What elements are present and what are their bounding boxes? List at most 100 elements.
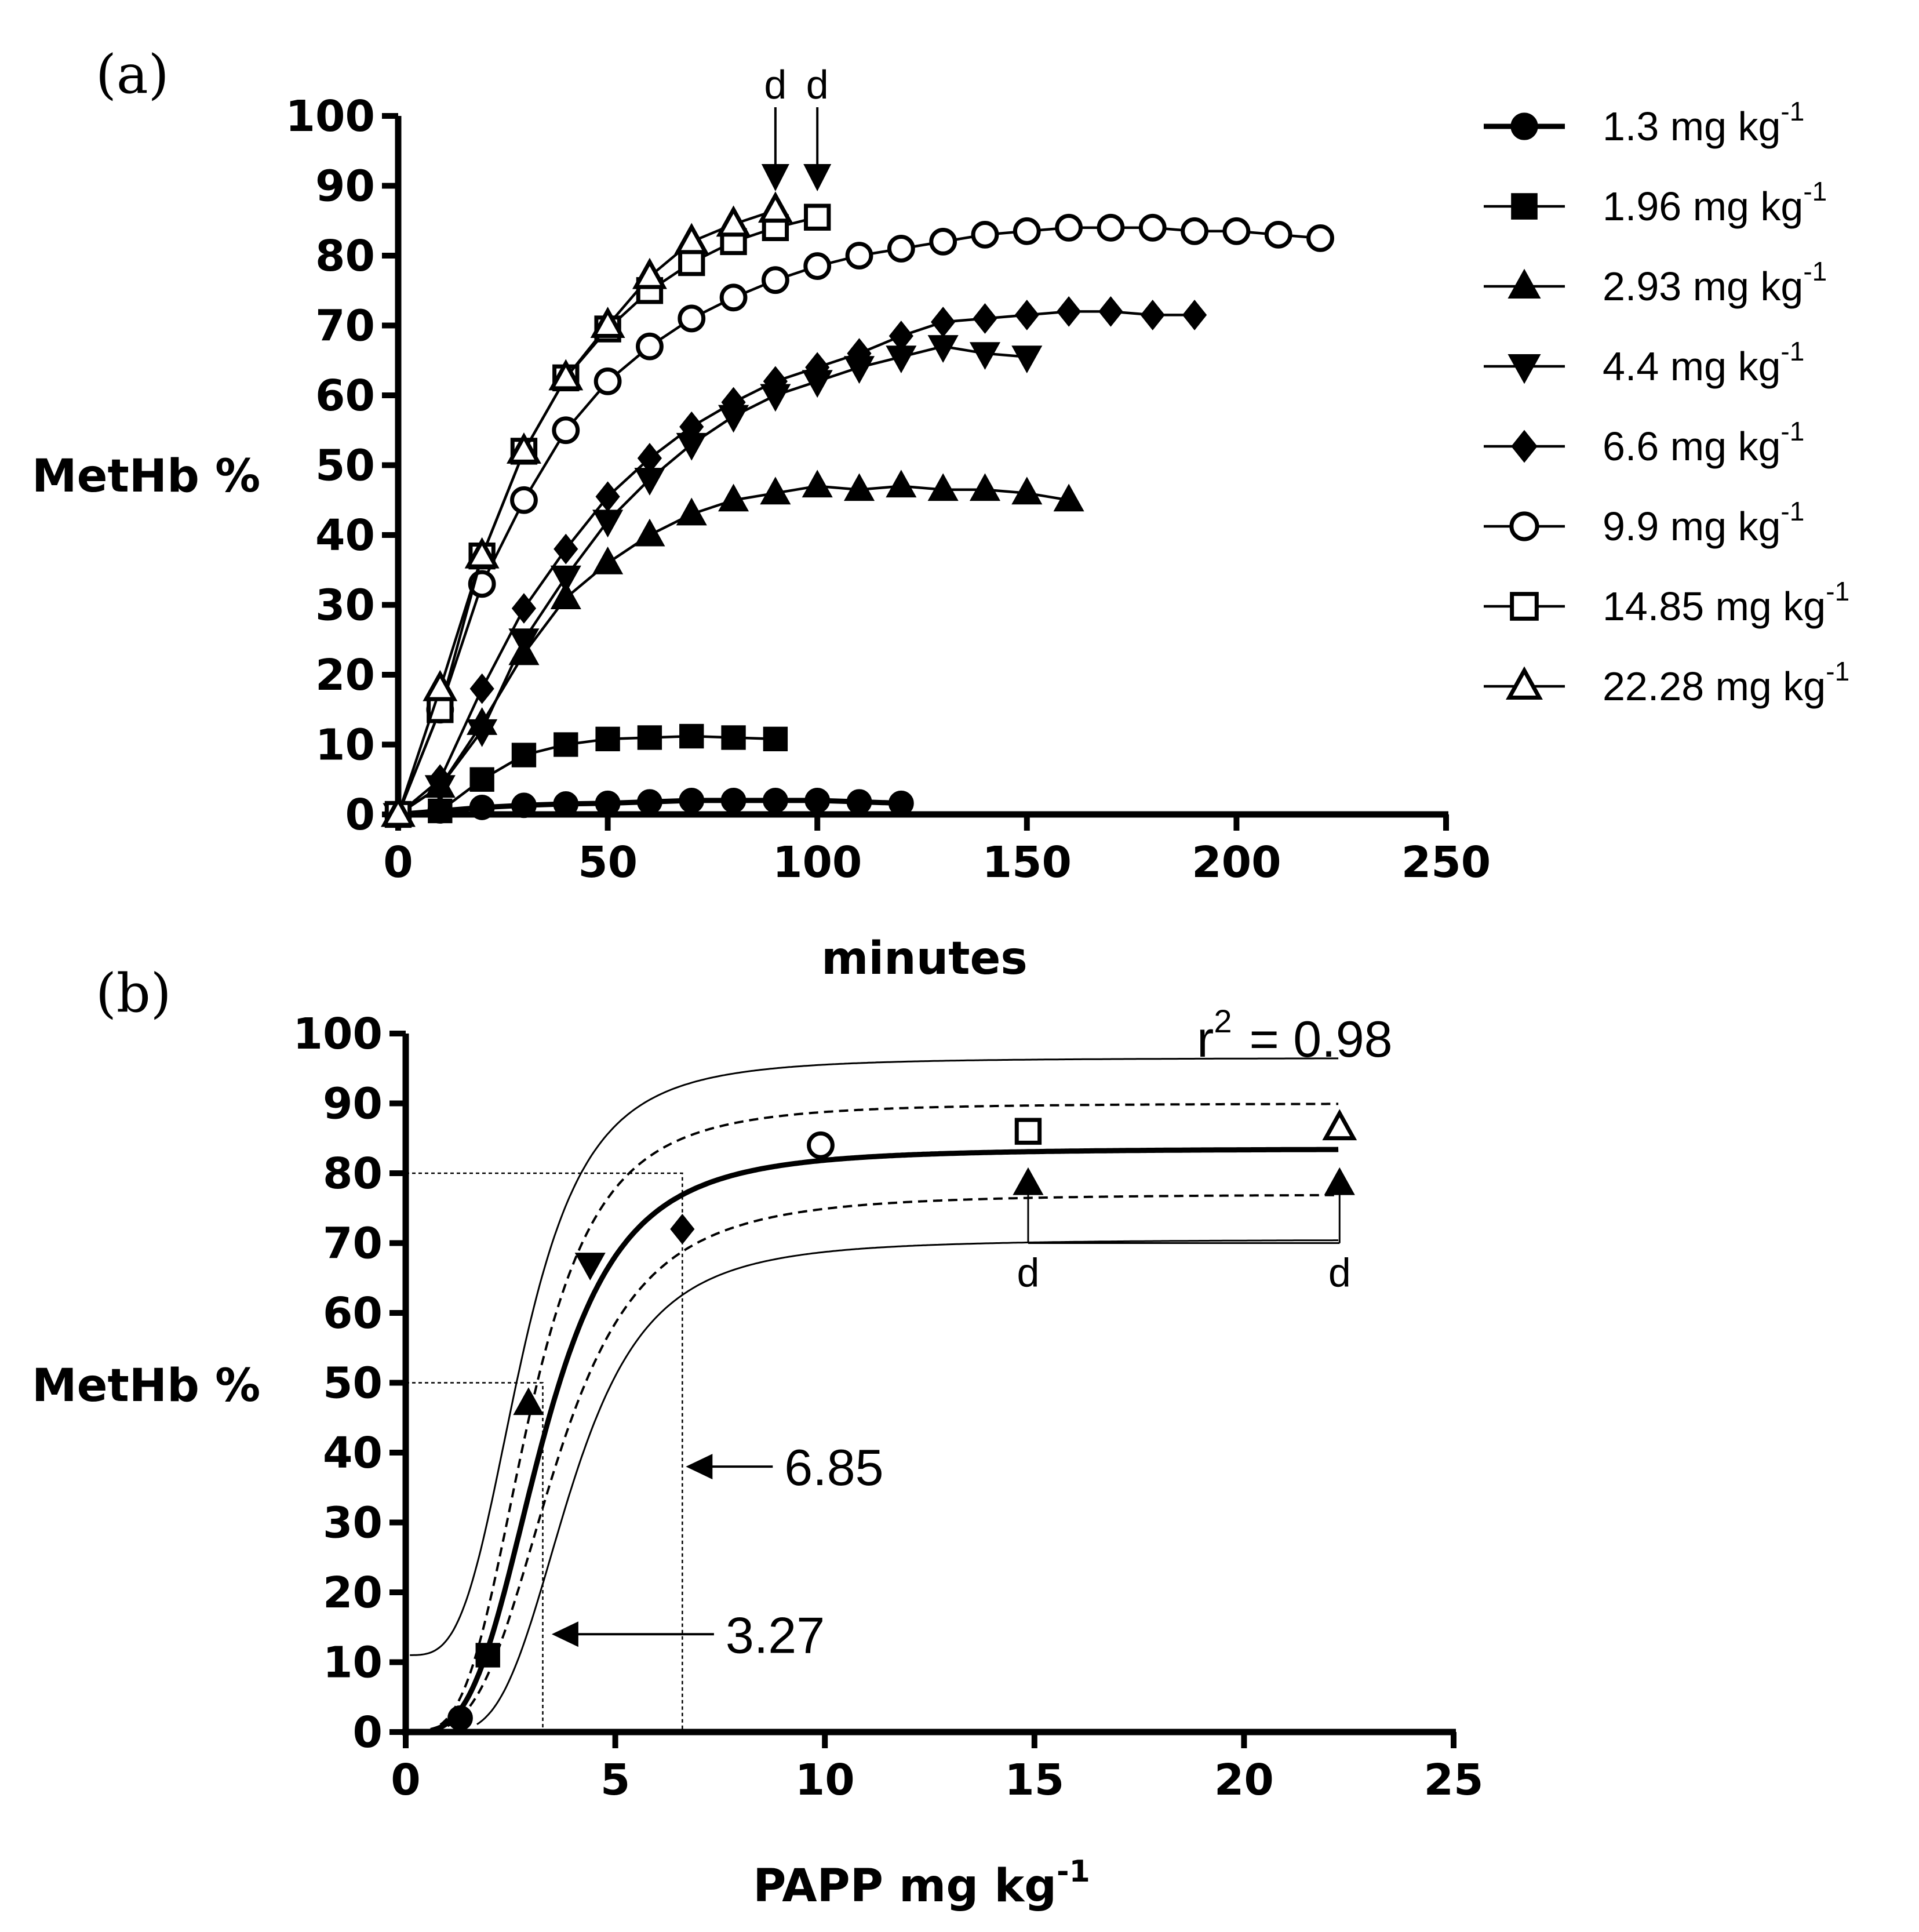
panel-b-ytick-label: 60 bbox=[323, 1289, 383, 1338]
legend-label-sup: -1 bbox=[1780, 96, 1804, 126]
data-point bbox=[1011, 345, 1043, 374]
data-point bbox=[592, 546, 624, 574]
panel-b-xtick-label: 20 bbox=[1214, 1755, 1274, 1805]
panel-b-r2: r2 = 0.98 bbox=[1197, 1003, 1393, 1068]
data-point bbox=[802, 470, 833, 498]
panel-a-ylabel: MetHb % bbox=[32, 450, 260, 503]
death-label: d bbox=[806, 62, 829, 107]
panel-b-xtick-label: 25 bbox=[1424, 1755, 1484, 1805]
legend-label: 22.28 mg kg-1 bbox=[1603, 656, 1849, 709]
data-point bbox=[763, 726, 788, 752]
data-point bbox=[1053, 483, 1084, 512]
panel-a-xtick-label: 50 bbox=[578, 838, 638, 887]
series-line bbox=[397, 345, 1027, 816]
data-point bbox=[552, 416, 580, 445]
data-point bbox=[574, 1253, 606, 1280]
data-point bbox=[467, 719, 498, 747]
data-point bbox=[758, 191, 793, 223]
data-point bbox=[423, 670, 458, 701]
panel-b-ytick-label: 80 bbox=[323, 1149, 383, 1199]
data-point bbox=[674, 223, 709, 254]
data-point bbox=[846, 789, 872, 815]
data-point bbox=[971, 220, 999, 249]
data-point bbox=[428, 764, 453, 795]
reference-line bbox=[406, 1382, 544, 1732]
series-line bbox=[396, 209, 776, 815]
series-line bbox=[397, 310, 1195, 816]
data-point bbox=[803, 252, 832, 280]
data-point bbox=[719, 283, 748, 312]
legend-marker bbox=[1510, 592, 1539, 621]
data-point bbox=[721, 725, 746, 750]
data-point bbox=[678, 249, 705, 276]
legend-marker bbox=[1511, 193, 1538, 220]
legend-label: 4.4 mg kg-1 bbox=[1603, 336, 1804, 389]
annotation-arrow-head bbox=[551, 1621, 578, 1647]
panel-a-xtick-label: 150 bbox=[982, 838, 1072, 887]
data-point bbox=[507, 432, 541, 464]
data-point bbox=[637, 725, 662, 750]
panel-b-ytick-label: 90 bbox=[323, 1079, 383, 1129]
confidence-band-lower bbox=[447, 1194, 1339, 1727]
data-point bbox=[888, 790, 914, 816]
panel-b-xtick-label: 5 bbox=[600, 1755, 631, 1805]
data-point bbox=[1181, 217, 1208, 245]
legend-label-sup: -1 bbox=[1803, 176, 1827, 206]
legend-label-main: 22.28 mg kg bbox=[1603, 664, 1826, 709]
legend-marker bbox=[1510, 112, 1538, 140]
panel-b-ytick-label: 0 bbox=[353, 1708, 383, 1758]
panel-b-xtick-label: 0 bbox=[391, 1755, 421, 1805]
r2-sup: 2 bbox=[1214, 1003, 1232, 1039]
legend-label: 14.85 mg kg-1 bbox=[1603, 576, 1849, 629]
data-point bbox=[636, 332, 664, 361]
death-label: d bbox=[1328, 1250, 1351, 1296]
legend-label-sup: -1 bbox=[1803, 256, 1827, 286]
data-point bbox=[1097, 213, 1125, 242]
data-point bbox=[1011, 476, 1043, 505]
data-point bbox=[634, 518, 665, 547]
panel-a-ytick-label: 40 bbox=[315, 511, 375, 561]
data-point bbox=[1264, 220, 1292, 249]
data-point bbox=[886, 470, 917, 498]
legend-item-2: 1.96 mg kg-1 bbox=[1484, 176, 1827, 229]
data-point bbox=[676, 497, 707, 526]
data-point bbox=[1322, 1109, 1357, 1141]
data-point bbox=[1222, 217, 1251, 245]
panel-b-ytick-label: 70 bbox=[323, 1219, 383, 1269]
panel-b-axes: 0 10 20 30 40 50 60 70 80 90 100 0 5 10 15 20 25 bbox=[293, 1009, 1484, 1805]
data-point bbox=[595, 481, 620, 512]
panel-b-xlabel-sup: -1 bbox=[1057, 1854, 1090, 1889]
data-point bbox=[475, 1643, 500, 1668]
data-point bbox=[511, 792, 537, 818]
series-6 bbox=[384, 213, 1334, 828]
data-point bbox=[1138, 213, 1167, 242]
panel-b-xlabel-main: PAPP mg kg bbox=[753, 1860, 1057, 1912]
panel-a-xtick-label: 200 bbox=[1192, 838, 1281, 887]
confidence-band-upper bbox=[426, 1103, 1339, 1732]
fit-curve bbox=[430, 1147, 1339, 1733]
legend-label-sup: -1 bbox=[1780, 416, 1804, 446]
death-arrow-head bbox=[803, 164, 832, 191]
data-point bbox=[590, 307, 625, 338]
legend-marker bbox=[1506, 666, 1543, 700]
data-point bbox=[595, 726, 620, 752]
data-point bbox=[1098, 296, 1123, 327]
death-point bbox=[1013, 1167, 1044, 1195]
data-point bbox=[554, 533, 578, 565]
legend-marker bbox=[1511, 430, 1538, 463]
legend-label-main: 2.93 mg kg bbox=[1603, 264, 1803, 309]
data-point bbox=[469, 795, 495, 820]
series-5 bbox=[385, 296, 1207, 830]
legend-label: 1.3 mg kg-1 bbox=[1603, 96, 1804, 149]
death-label: d bbox=[1017, 1250, 1039, 1296]
legend-item-4: 4.4 mg kg-1 bbox=[1484, 336, 1804, 389]
data-point bbox=[1055, 213, 1083, 242]
data-point bbox=[632, 257, 667, 289]
data-point bbox=[763, 366, 788, 397]
data-point bbox=[637, 789, 662, 815]
data-point bbox=[721, 387, 746, 418]
data-point bbox=[469, 767, 494, 792]
panel-a-ytick-label: 70 bbox=[315, 301, 375, 351]
